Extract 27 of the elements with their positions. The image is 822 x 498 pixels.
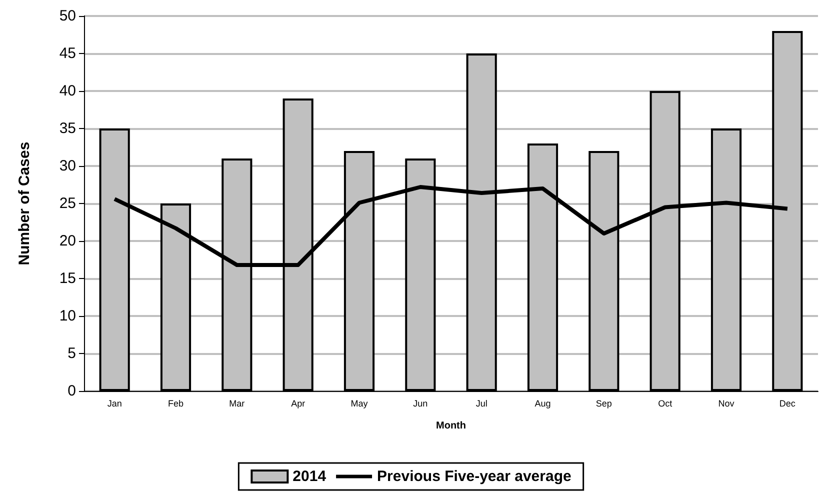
x-tick-label: Aug: [534, 398, 551, 408]
y-axis-title: Number of Cases: [16, 142, 33, 266]
y-tick-label: 15: [59, 270, 76, 287]
y-tick-label: 40: [59, 82, 76, 100]
x-tick-label: May: [350, 398, 368, 408]
y-tick-label: 50: [59, 8, 76, 24]
x-tick-label: Jul: [476, 398, 488, 408]
y-tick-label: 0: [68, 382, 76, 400]
y-tick-label: 35: [59, 120, 76, 137]
x-tick-label: Apr: [291, 398, 306, 408]
x-axis-title: Month: [436, 420, 466, 432]
x-tick-label: Jun: [413, 398, 428, 408]
legend-label: Previous Five-year average: [377, 468, 572, 485]
x-tick-label: Sep: [596, 398, 612, 408]
y-tick-label: 10: [59, 308, 76, 324]
y-tick-label: 45: [59, 45, 76, 62]
y-tick-label: 20: [59, 232, 76, 250]
x-tick-label: Oct: [658, 398, 673, 408]
y-tick-label: 5: [68, 345, 76, 362]
y-tick-label: 30: [59, 158, 76, 174]
x-tick-label: Mar: [229, 398, 245, 408]
x-tick-label: Jan: [107, 398, 122, 408]
x-tick-label: Feb: [168, 398, 184, 408]
y-tick-label: 25: [59, 195, 76, 212]
legend-label: 2014: [292, 468, 327, 485]
x-tick-label: Dec: [779, 398, 796, 408]
x-tick-label: Nov: [718, 398, 735, 408]
